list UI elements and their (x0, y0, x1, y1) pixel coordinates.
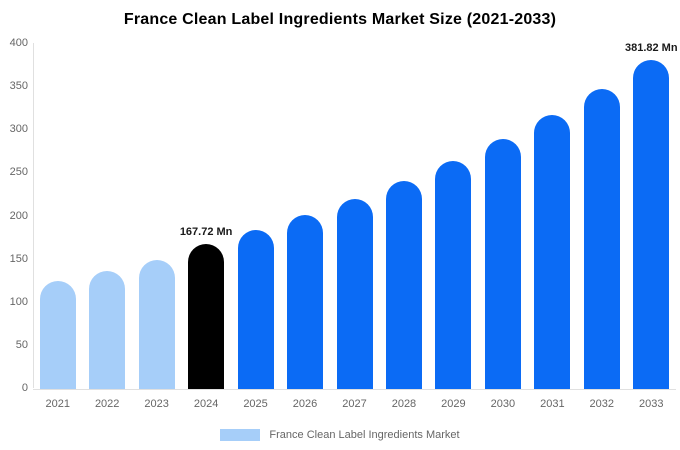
x-axis-label-2023: 2023 (144, 398, 169, 410)
value-label-2033: 381.82 Mn (624, 41, 678, 54)
bar-2033 (633, 59, 670, 389)
legend-swatch (220, 429, 261, 441)
x-axis-label-2025: 2025 (243, 398, 268, 410)
y-axis-tick-label: 250 (9, 166, 28, 179)
chart-title: France Clean Label Ingredients Market Si… (123, 11, 557, 28)
x-axis-label-2030: 2030 (490, 398, 516, 410)
x-axis-line (33, 389, 676, 390)
bar-2031 (534, 114, 571, 389)
y-axis-tick-label: 400 (9, 37, 28, 49)
bar-2030 (484, 138, 521, 389)
y-axis-tick-label: 150 (9, 252, 28, 265)
bar-2022 (89, 270, 126, 389)
x-axis-label-2031: 2031 (540, 398, 565, 410)
bar-2029 (435, 160, 472, 389)
bar-2023 (138, 259, 175, 389)
x-axis-label-2021: 2021 (45, 398, 70, 410)
y-axis-tick-label: 350 (9, 80, 28, 93)
bar-2024 (188, 244, 225, 389)
legend: France Clean Label Ingredients Market (0, 429, 680, 441)
x-axis-label-2026: 2026 (292, 398, 318, 410)
x-axis-label-2033: 2033 (639, 398, 664, 410)
x-axis-label-2022: 2022 (94, 398, 120, 410)
y-axis-tick-label: 200 (9, 209, 28, 222)
x-axis-label-2027: 2027 (342, 398, 367, 410)
value-label-2024: 167.72 Mn (179, 226, 233, 239)
legend-label: France Clean Label Ingredients Market (269, 429, 460, 441)
y-axis-tick-label: 300 (9, 123, 28, 136)
bar-2021 (39, 281, 76, 389)
bar-2026 (287, 215, 324, 389)
x-axis-label-2024: 2024 (193, 398, 219, 410)
x-axis-label-2028: 2028 (391, 398, 417, 410)
x-axis-label-2029: 2029 (441, 398, 466, 410)
y-axis-line (33, 43, 34, 388)
y-axis-tick-label: 0 (21, 382, 28, 394)
y-axis-tick-label: 100 (9, 295, 28, 308)
bar-2025 (237, 230, 274, 389)
y-axis-tick-label: 50 (15, 338, 28, 351)
bar-2032 (583, 88, 620, 389)
bar-2028 (385, 180, 422, 389)
bar-2027 (336, 198, 373, 389)
x-axis-label-2032: 2032 (589, 398, 615, 410)
